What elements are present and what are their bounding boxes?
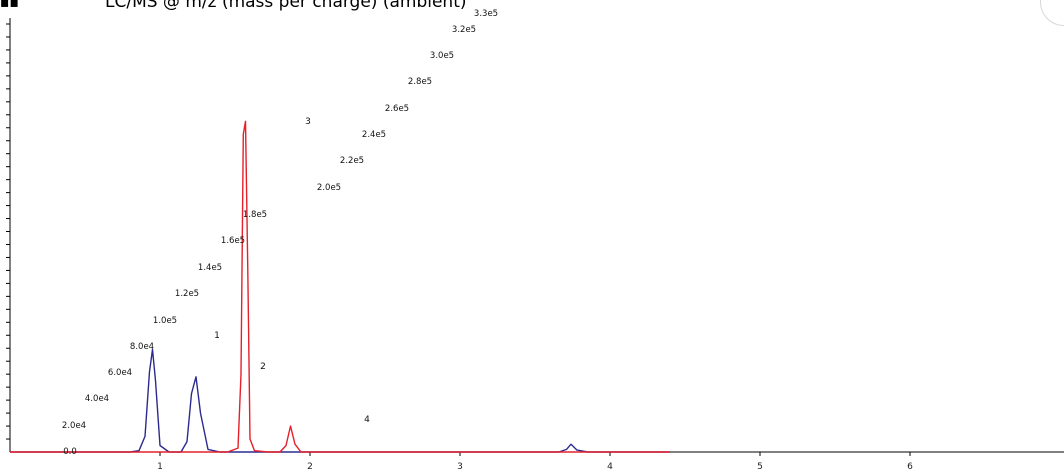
value-label: 1.2e5 (175, 289, 199, 299)
value-label: 2.6e5 (385, 104, 409, 114)
axes (9, 18, 1064, 453)
value-label: 8.0e4 (130, 342, 154, 352)
value-label: 2.2e5 (340, 156, 364, 166)
value-label: 4.0e4 (85, 394, 109, 404)
x-tick-label: 1 (157, 462, 163, 472)
value-label: 2.0e5 (317, 183, 341, 193)
value-label: 0.0 (63, 447, 77, 457)
value-label: 3.2e5 (452, 25, 476, 35)
value-label: 1.8e5 (243, 210, 267, 220)
series-line-blue (10, 348, 670, 453)
x-tick-label: 5 (757, 462, 763, 472)
peak-label: 3 (305, 117, 311, 127)
series-layer (10, 120, 670, 453)
value-label: 3.0e5 (430, 51, 454, 61)
x-tick-label: 2 (307, 462, 313, 472)
peak-label: 1 (214, 331, 220, 341)
value-label: 2.0e4 (62, 421, 86, 431)
value-label: 1.6e5 (221, 236, 245, 246)
value-label: 2.8e5 (408, 77, 432, 87)
x-tick-label: 4 (607, 462, 613, 472)
value-labels: 0.0 2.0e4 4.0e4 6.0e4 8.0e4 1.0e5 1.2e5 1.4e5 1.… (62, 9, 498, 457)
peak-label: 2 (260, 362, 266, 372)
peak-labels: 1 2 3 4 (214, 117, 370, 425)
peak-label: 4 (364, 415, 370, 425)
x-tick-label: 6 (907, 462, 913, 472)
menu-icon[interactable]: ▪▪ (0, 0, 19, 11)
value-label: 6.0e4 (108, 368, 132, 378)
series-line-red (10, 120, 670, 453)
x-axis-ticks: 1 2 3 4 5 6 (157, 452, 913, 472)
value-label: 3.3e5 (474, 9, 498, 19)
value-label: 2.4e5 (362, 130, 386, 140)
value-label: 1.4e5 (198, 263, 222, 273)
chart-title: LC/MS @ m/z (mass per charge) (ambient) (105, 0, 467, 12)
y-axis-ticks (6, 23, 10, 440)
x-tick-label: 3 (457, 462, 463, 472)
value-label: 1.0e5 (153, 316, 177, 326)
